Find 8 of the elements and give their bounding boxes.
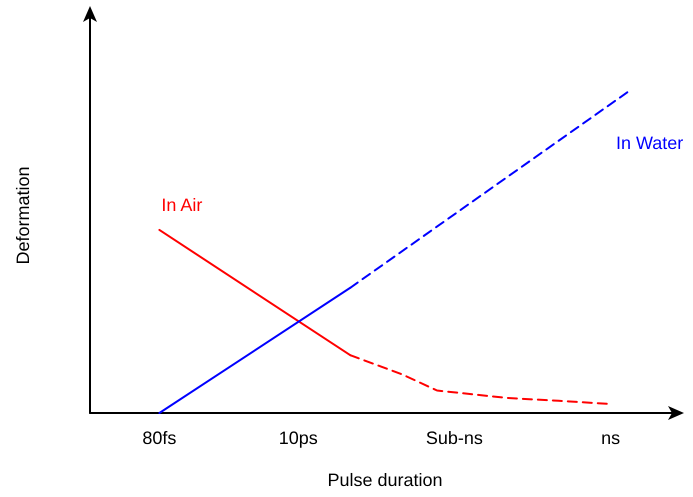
x-tick-label: 10ps (278, 428, 318, 448)
x-tick-label: Sub-ns (426, 428, 483, 448)
x-tick-label: 80fs (142, 428, 176, 448)
x-axis-title: Pulse duration (327, 470, 443, 490)
y-axis-title: Deformation (13, 166, 33, 265)
x-tick-label: ns (601, 428, 620, 448)
series-label: In Air (161, 194, 202, 215)
series-label: In Water (616, 132, 684, 153)
